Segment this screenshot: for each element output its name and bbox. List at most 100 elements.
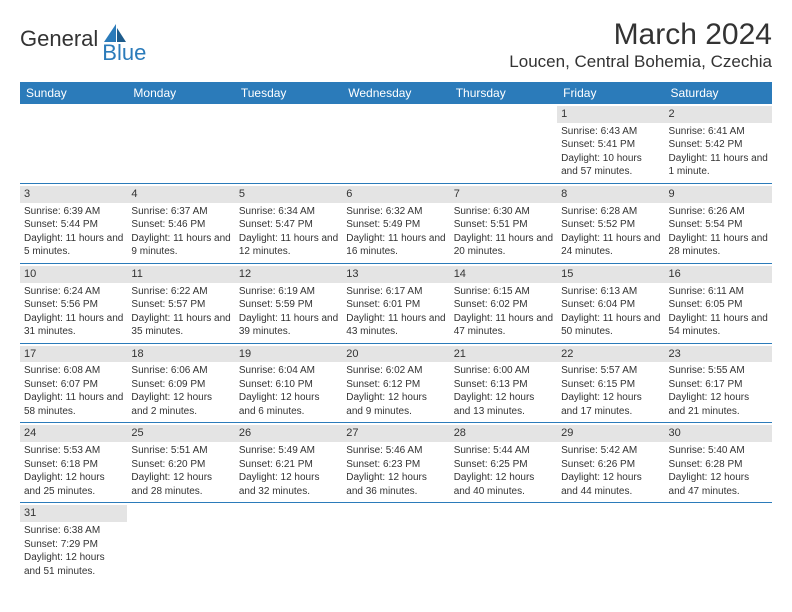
sunset-line: Sunset: 5:44 PM — [24, 218, 123, 232]
day-cell: 25Sunrise: 5:51 AMSunset: 6:20 PMDayligh… — [127, 423, 234, 502]
sunset-line: Sunset: 5:47 PM — [239, 218, 338, 232]
day-number: 11 — [127, 266, 234, 283]
week-row: 17Sunrise: 6:08 AMSunset: 6:07 PMDayligh… — [20, 344, 772, 424]
day-cell — [127, 104, 234, 183]
day-number: 5 — [235, 186, 342, 203]
sunrise-line: Sunrise: 5:57 AM — [561, 364, 660, 378]
daylight-line: Daylight: 11 hours and 12 minutes. — [239, 232, 338, 259]
sunrise-line: Sunrise: 6:28 AM — [561, 205, 660, 219]
sunrise-line: Sunrise: 6:00 AM — [454, 364, 553, 378]
sunset-line: Sunset: 5:49 PM — [346, 218, 445, 232]
sunrise-line: Sunrise: 5:53 AM — [24, 444, 123, 458]
daylight-line: Daylight: 11 hours and 58 minutes. — [24, 391, 123, 418]
day-cell: 17Sunrise: 6:08 AMSunset: 6:07 PMDayligh… — [20, 344, 127, 423]
sunset-line: Sunset: 5:42 PM — [669, 138, 768, 152]
day-number: 21 — [450, 346, 557, 363]
sunset-line: Sunset: 6:17 PM — [669, 378, 768, 392]
day-number: 31 — [20, 505, 127, 522]
day-number: 12 — [235, 266, 342, 283]
location-subtitle: Loucen, Central Bohemia, Czechia — [509, 52, 772, 72]
day-cell — [127, 503, 234, 582]
day-cell: 13Sunrise: 6:17 AMSunset: 6:01 PMDayligh… — [342, 264, 449, 343]
day-cell: 10Sunrise: 6:24 AMSunset: 5:56 PMDayligh… — [20, 264, 127, 343]
day-number: 30 — [665, 425, 772, 442]
daylight-line: Daylight: 12 hours and 2 minutes. — [131, 391, 230, 418]
day-number: 8 — [557, 186, 664, 203]
daylight-line: Daylight: 11 hours and 43 minutes. — [346, 312, 445, 339]
day-cell: 7Sunrise: 6:30 AMSunset: 5:51 PMDaylight… — [450, 184, 557, 263]
day-cell: 9Sunrise: 6:26 AMSunset: 5:54 PMDaylight… — [665, 184, 772, 263]
sunset-line: Sunset: 5:57 PM — [131, 298, 230, 312]
daylight-line: Daylight: 12 hours and 9 minutes. — [346, 391, 445, 418]
sunrise-line: Sunrise: 6:04 AM — [239, 364, 338, 378]
week-row: 24Sunrise: 5:53 AMSunset: 6:18 PMDayligh… — [20, 423, 772, 503]
sunrise-line: Sunrise: 6:11 AM — [669, 285, 768, 299]
header: General Blue March 2024 Loucen, Central … — [20, 18, 772, 72]
weekday-header: Thursday — [450, 82, 557, 104]
daylight-line: Daylight: 12 hours and 25 minutes. — [24, 471, 123, 498]
sunrise-line: Sunrise: 5:42 AM — [561, 444, 660, 458]
sunset-line: Sunset: 6:26 PM — [561, 458, 660, 472]
day-number: 23 — [665, 346, 772, 363]
weekday-header: Tuesday — [235, 82, 342, 104]
sunrise-line: Sunrise: 6:13 AM — [561, 285, 660, 299]
day-cell: 11Sunrise: 6:22 AMSunset: 5:57 PMDayligh… — [127, 264, 234, 343]
day-number: 10 — [20, 266, 127, 283]
daylight-line: Daylight: 10 hours and 57 minutes. — [561, 152, 660, 179]
weeks-container: 1Sunrise: 6:43 AMSunset: 5:41 PMDaylight… — [20, 104, 772, 582]
day-cell: 8Sunrise: 6:28 AMSunset: 5:52 PMDaylight… — [557, 184, 664, 263]
day-cell: 2Sunrise: 6:41 AMSunset: 5:42 PMDaylight… — [665, 104, 772, 183]
day-cell: 27Sunrise: 5:46 AMSunset: 6:23 PMDayligh… — [342, 423, 449, 502]
day-cell: 21Sunrise: 6:00 AMSunset: 6:13 PMDayligh… — [450, 344, 557, 423]
sunset-line: Sunset: 7:29 PM — [24, 538, 123, 552]
sunset-line: Sunset: 5:51 PM — [454, 218, 553, 232]
week-row: 3Sunrise: 6:39 AMSunset: 5:44 PMDaylight… — [20, 184, 772, 264]
day-cell: 26Sunrise: 5:49 AMSunset: 6:21 PMDayligh… — [235, 423, 342, 502]
day-cell: 16Sunrise: 6:11 AMSunset: 6:05 PMDayligh… — [665, 264, 772, 343]
day-number: 7 — [450, 186, 557, 203]
day-cell: 15Sunrise: 6:13 AMSunset: 6:04 PMDayligh… — [557, 264, 664, 343]
sunset-line: Sunset: 6:07 PM — [24, 378, 123, 392]
sunset-line: Sunset: 6:28 PM — [669, 458, 768, 472]
day-number: 26 — [235, 425, 342, 442]
daylight-line: Daylight: 11 hours and 28 minutes. — [669, 232, 768, 259]
sunset-line: Sunset: 6:20 PM — [131, 458, 230, 472]
day-cell — [235, 104, 342, 183]
sunrise-line: Sunrise: 6:17 AM — [346, 285, 445, 299]
daylight-line: Daylight: 12 hours and 17 minutes. — [561, 391, 660, 418]
day-cell: 29Sunrise: 5:42 AMSunset: 6:26 PMDayligh… — [557, 423, 664, 502]
sunrise-line: Sunrise: 5:51 AM — [131, 444, 230, 458]
daylight-line: Daylight: 11 hours and 50 minutes. — [561, 312, 660, 339]
sunset-line: Sunset: 6:04 PM — [561, 298, 660, 312]
day-cell: 12Sunrise: 6:19 AMSunset: 5:59 PMDayligh… — [235, 264, 342, 343]
day-cell — [665, 503, 772, 582]
sunset-line: Sunset: 5:54 PM — [669, 218, 768, 232]
daylight-line: Daylight: 12 hours and 44 minutes. — [561, 471, 660, 498]
day-number: 27 — [342, 425, 449, 442]
daylight-line: Daylight: 11 hours and 9 minutes. — [131, 232, 230, 259]
day-cell: 23Sunrise: 5:55 AMSunset: 6:17 PMDayligh… — [665, 344, 772, 423]
day-cell: 5 Sunrise: 6:34 AMSunset: 5:47 PMDaylight… — [235, 184, 342, 263]
weekday-header: Friday — [557, 82, 664, 104]
day-number: 19 — [235, 346, 342, 363]
sunrise-line: Sunrise: 5:49 AM — [239, 444, 338, 458]
day-cell — [450, 503, 557, 582]
day-number: 18 — [127, 346, 234, 363]
logo-text-general: General — [20, 26, 98, 52]
page-title: March 2024 — [509, 18, 772, 52]
day-cell — [20, 104, 127, 183]
daylight-line: Daylight: 11 hours and 16 minutes. — [346, 232, 445, 259]
day-number: 16 — [665, 266, 772, 283]
sunrise-line: Sunrise: 6:38 AM — [24, 524, 123, 538]
day-number: 25 — [127, 425, 234, 442]
sunset-line: Sunset: 6:10 PM — [239, 378, 338, 392]
daylight-line: Daylight: 11 hours and 47 minutes. — [454, 312, 553, 339]
logo-text-blue: Blue — [102, 40, 146, 66]
calendar: Sunday Monday Tuesday Wednesday Thursday… — [20, 82, 772, 582]
day-cell: 20Sunrise: 6:02 AMSunset: 6:12 PMDayligh… — [342, 344, 449, 423]
day-cell: 22Sunrise: 5:57 AMSunset: 6:15 PMDayligh… — [557, 344, 664, 423]
daylight-line: Daylight: 11 hours and 5 minutes. — [24, 232, 123, 259]
sunset-line: Sunset: 6:18 PM — [24, 458, 123, 472]
day-number: 22 — [557, 346, 664, 363]
sunrise-line: Sunrise: 6:34 AM — [239, 205, 338, 219]
